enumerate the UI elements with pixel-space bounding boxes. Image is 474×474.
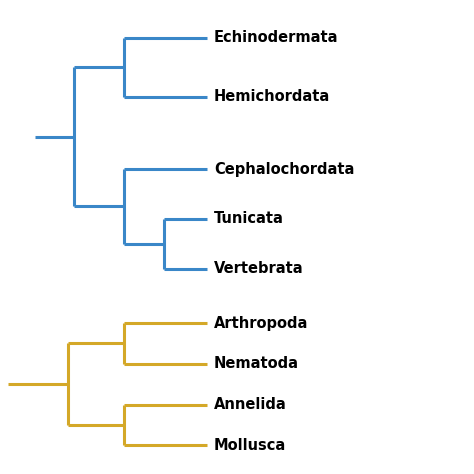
Text: Echinodermata: Echinodermata [214,30,338,45]
Text: Tunicata: Tunicata [214,211,283,227]
Text: Vertebrata: Vertebrata [214,261,303,276]
Text: Cephalochordata: Cephalochordata [214,162,354,176]
Text: Hemichordata: Hemichordata [214,89,330,104]
Text: Nematoda: Nematoda [214,356,299,371]
Text: Arthropoda: Arthropoda [214,316,308,330]
Text: Mollusca: Mollusca [214,438,286,453]
Text: Annelida: Annelida [214,397,286,412]
